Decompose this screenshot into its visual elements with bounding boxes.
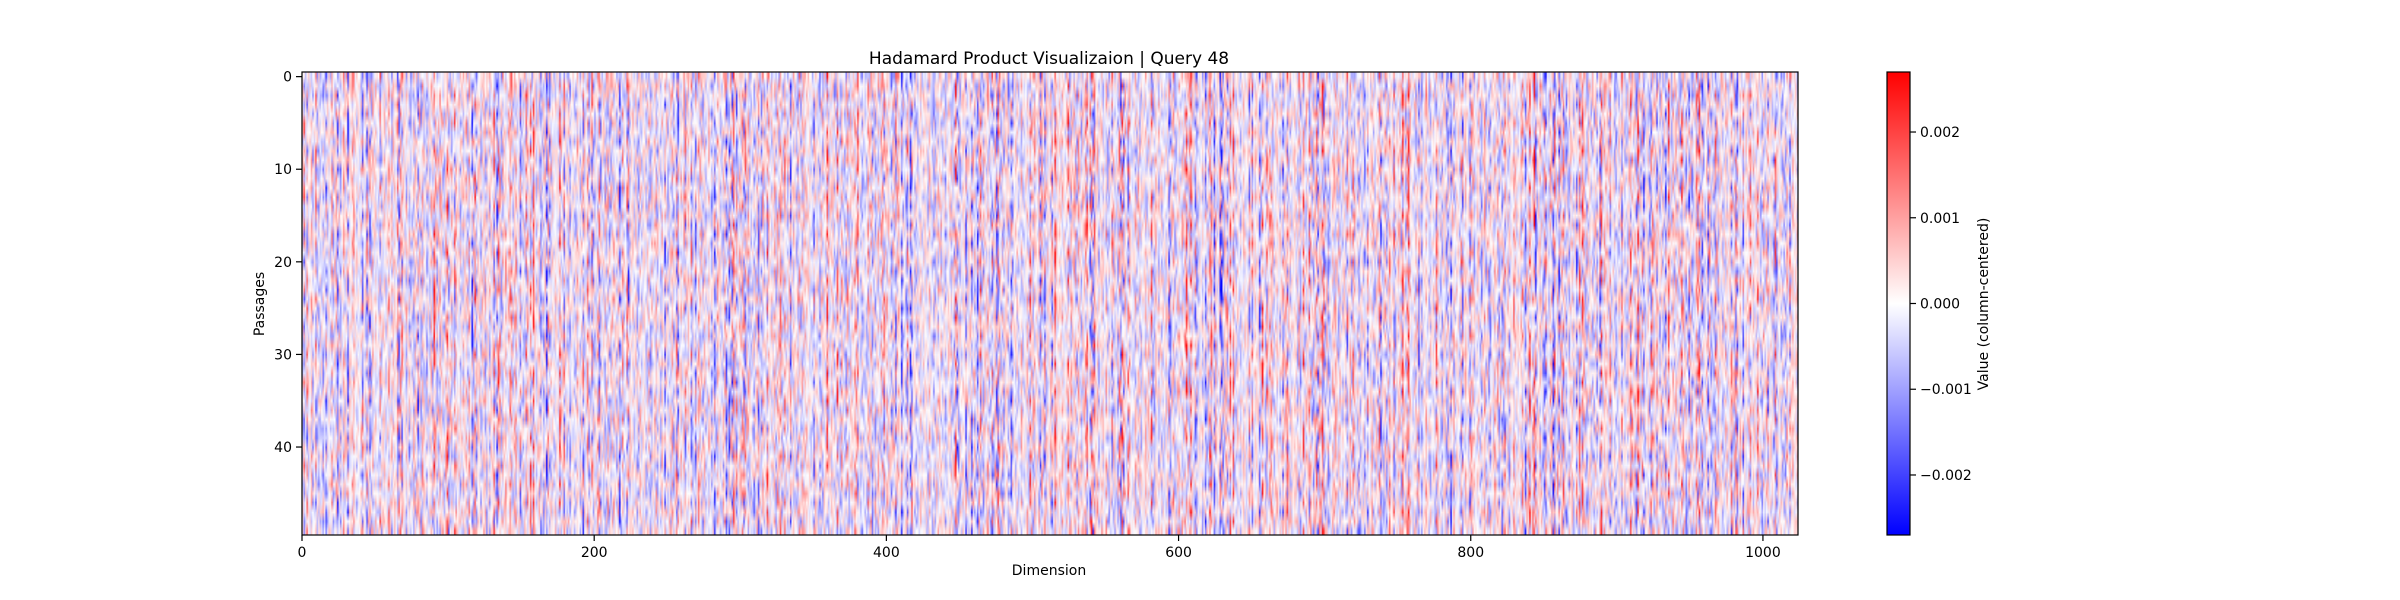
y-tick-label: 0 — [283, 70, 292, 86]
y-axis-label: Passages — [252, 272, 268, 336]
y-tick-label: 40 — [274, 440, 292, 456]
colorbar-tick-label: 0.000 — [1920, 297, 1960, 313]
x-tick-label: 600 — [1165, 545, 1192, 561]
x-tick-label: 0 — [298, 545, 307, 561]
heatmap-frame — [301, 71, 1799, 536]
y-tick-label: 30 — [274, 347, 292, 363]
x-axis-label: Dimension — [1012, 563, 1086, 579]
colorbar-tick-label: −0.002 — [1920, 468, 1972, 484]
colorbar-tick-label: −0.001 — [1920, 382, 1972, 398]
x-tick-label: 1000 — [1745, 545, 1781, 561]
y-tick-label: 20 — [274, 255, 292, 271]
chart-title: Hadamard Product Visualizaion | Query 48 — [869, 49, 1229, 69]
x-tick-label: 400 — [873, 545, 900, 561]
colorbar-label: Value (column-centered) — [1976, 218, 1992, 391]
y-tick-label: 10 — [274, 162, 292, 178]
x-axis: 0 200 400 600 800 1000 — [298, 535, 1781, 561]
heatmap-plot-area — [301, 71, 1799, 536]
colorbar-tick-label: 0.001 — [1920, 211, 1960, 227]
x-tick-label: 800 — [1457, 545, 1484, 561]
colorbar-ticks: 0.002 0.001 0.000 −0.001 −0.002 — [1910, 125, 1972, 484]
colorbar-tick-label: 0.002 — [1920, 125, 1960, 141]
x-tick-label: 200 — [581, 545, 608, 561]
colorbar-gradient — [1886, 71, 1911, 536]
heatmap-image — [302, 72, 1798, 535]
colorbar: 0.002 0.001 0.000 −0.001 −0.002 Value (colum… — [1886, 71, 1992, 536]
y-axis: 0 10 20 30 40 — [274, 70, 302, 456]
